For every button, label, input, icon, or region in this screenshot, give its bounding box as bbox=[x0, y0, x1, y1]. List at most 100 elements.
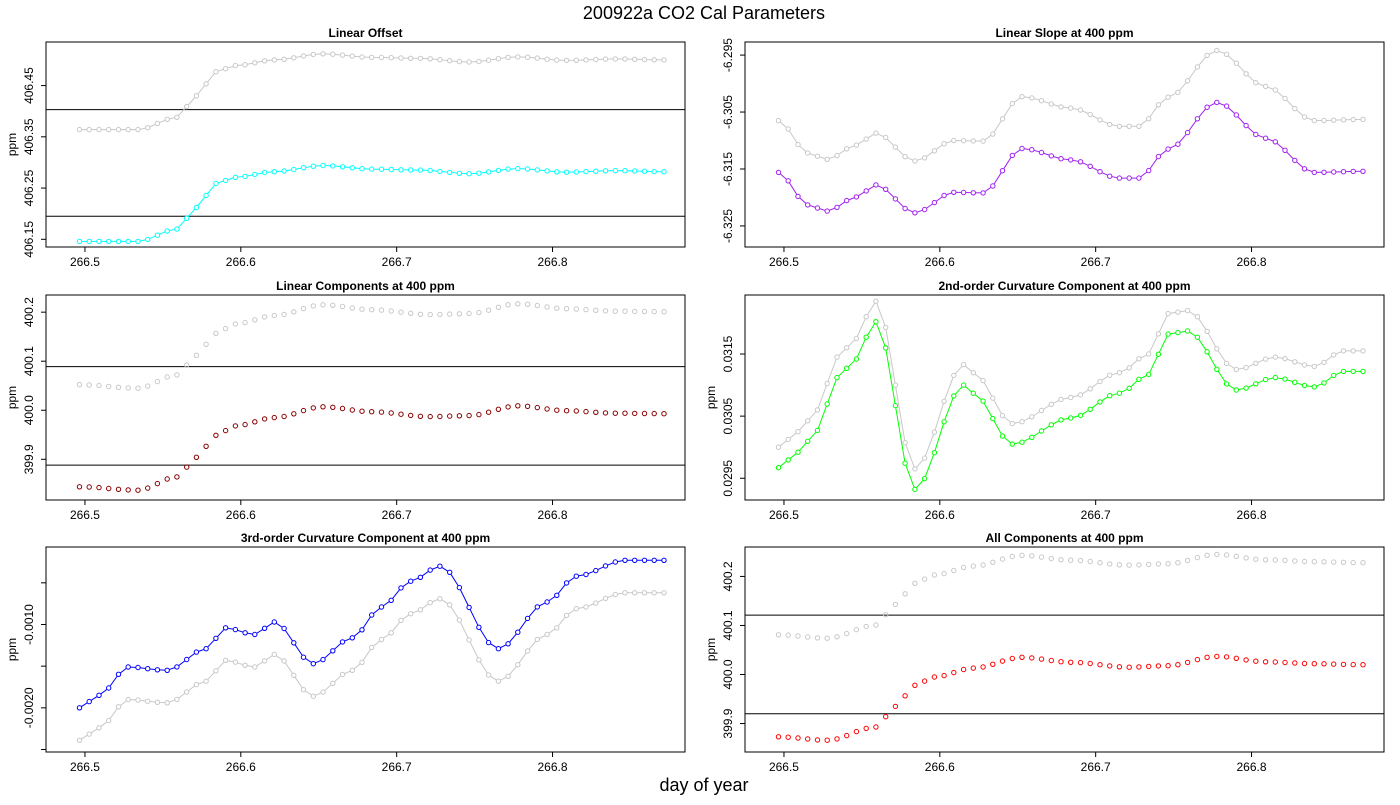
data-point bbox=[96, 382, 102, 389]
data-point bbox=[1068, 105, 1074, 111]
data-point bbox=[242, 173, 248, 180]
data-point bbox=[378, 409, 385, 415]
data-point bbox=[1165, 331, 1171, 337]
data-point bbox=[524, 54, 531, 60]
y-axis-label: ppm bbox=[704, 386, 718, 409]
data-point bbox=[174, 474, 180, 480]
data-point bbox=[1262, 356, 1269, 362]
data-point bbox=[86, 731, 92, 737]
data-point bbox=[805, 150, 811, 156]
data-point bbox=[1165, 310, 1171, 317]
data-point bbox=[1262, 557, 1269, 563]
data-point bbox=[1340, 559, 1347, 565]
data-point bbox=[222, 177, 229, 184]
data-point bbox=[524, 166, 531, 172]
data-point bbox=[476, 170, 482, 176]
y-tick-label: -6.295 bbox=[721, 38, 735, 72]
data-point bbox=[76, 126, 83, 133]
x-tick-label: 266.7 bbox=[382, 255, 412, 269]
data-point bbox=[1038, 428, 1045, 434]
chart-panel-1: Linear Offset 266.5 266.6 266.7 266.8 406.15 4… bbox=[5, 26, 686, 269]
data-point bbox=[339, 303, 346, 310]
data-point bbox=[291, 55, 297, 61]
data-point bbox=[583, 604, 589, 610]
y-tick-label: 400.2 bbox=[721, 561, 735, 591]
data-point bbox=[921, 678, 928, 684]
data-point bbox=[349, 53, 355, 59]
data-point bbox=[125, 126, 131, 133]
data-point bbox=[1194, 334, 1201, 340]
data-point bbox=[271, 651, 277, 658]
data-point bbox=[485, 307, 492, 313]
data-point bbox=[222, 325, 229, 332]
data-point bbox=[1233, 387, 1240, 393]
data-point bbox=[222, 657, 229, 663]
data-point bbox=[632, 410, 638, 417]
data-point bbox=[1243, 71, 1249, 77]
data-point bbox=[369, 409, 375, 415]
data-point bbox=[805, 736, 811, 742]
data-point bbox=[349, 635, 355, 641]
data-point bbox=[203, 443, 209, 449]
data-point bbox=[291, 411, 297, 417]
data-point bbox=[447, 413, 453, 419]
data-point bbox=[593, 409, 599, 415]
data-point bbox=[495, 406, 502, 412]
data-point bbox=[902, 460, 908, 466]
data-point bbox=[359, 659, 365, 665]
data-point bbox=[456, 311, 463, 317]
data-point bbox=[612, 167, 618, 174]
data-point bbox=[1009, 420, 1015, 427]
x-tick-label: 266.6 bbox=[226, 760, 256, 774]
data-point bbox=[135, 664, 141, 671]
data-point bbox=[115, 126, 122, 133]
x-tick-label: 266.6 bbox=[925, 760, 955, 774]
data-point bbox=[398, 167, 404, 173]
x-tick-label: 266.7 bbox=[1081, 760, 1111, 774]
data-point bbox=[873, 622, 879, 628]
y-axis-label: ppm bbox=[5, 638, 19, 661]
x-tick-label: 266.6 bbox=[226, 255, 256, 269]
data-point bbox=[310, 303, 316, 309]
data-point bbox=[1272, 374, 1279, 381]
data-point bbox=[1029, 95, 1035, 101]
x-tick-label: 266.7 bbox=[382, 508, 412, 522]
data-point bbox=[1097, 117, 1103, 123]
data-point bbox=[115, 704, 122, 710]
data-point bbox=[388, 308, 394, 314]
data-point bbox=[125, 238, 131, 245]
data-point bbox=[447, 569, 453, 575]
data-point bbox=[902, 591, 908, 597]
data-point bbox=[349, 305, 355, 311]
data-point bbox=[824, 401, 830, 407]
data-point bbox=[853, 142, 860, 148]
data-point bbox=[427, 167, 433, 174]
panel-title: 2nd-order Curvature Component at 400 ppm bbox=[938, 279, 1190, 293]
data-point bbox=[1038, 656, 1045, 662]
data-point bbox=[447, 602, 453, 608]
data-point bbox=[990, 661, 996, 667]
data-point bbox=[349, 407, 355, 413]
data-point bbox=[1272, 659, 1279, 665]
x-tick-label: 266.8 bbox=[1237, 508, 1267, 522]
data-point bbox=[1029, 147, 1035, 153]
data-point bbox=[960, 361, 967, 368]
data-point bbox=[1233, 60, 1240, 66]
data-point bbox=[164, 667, 170, 673]
data-point bbox=[1233, 655, 1240, 661]
data-point bbox=[873, 298, 879, 304]
data-point bbox=[515, 165, 521, 172]
data-point bbox=[524, 615, 531, 622]
data-point bbox=[1019, 94, 1025, 100]
data-point bbox=[554, 592, 560, 598]
data-point bbox=[602, 56, 609, 62]
data-point bbox=[612, 410, 618, 416]
data-point bbox=[135, 697, 141, 703]
data-point bbox=[1116, 390, 1123, 396]
data-point bbox=[388, 597, 394, 603]
data-point bbox=[814, 407, 821, 413]
data-point bbox=[154, 120, 161, 127]
data-point bbox=[213, 635, 219, 641]
data-point bbox=[1077, 659, 1084, 666]
